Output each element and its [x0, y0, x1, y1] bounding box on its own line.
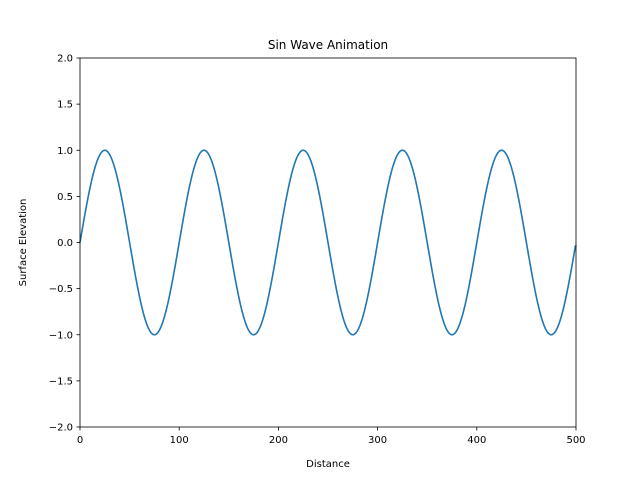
series-line-sine	[79, 149, 577, 336]
chart-title: Sin Wave Animation	[268, 38, 388, 52]
y-tick-label: −2.0	[49, 423, 73, 434]
series-layer	[79, 149, 577, 336]
y-tick-label: −1.0	[49, 330, 73, 341]
x-tick-label: 0	[77, 435, 83, 446]
y-axis-ticks: −2.0 −1.5 −1.0 −0.5 0.0 0.5 1.0 1.5 2.0	[49, 54, 80, 434]
y-tick-label: −0.5	[49, 284, 73, 295]
y-axis-label: Surface Elevation	[18, 199, 29, 287]
x-axis-label: Distance	[306, 459, 350, 470]
y-tick-label: 1.0	[57, 146, 73, 157]
x-tick-label: 300	[368, 435, 387, 446]
y-tick-label: −1.5	[49, 376, 73, 387]
y-tick-label: 0.5	[57, 192, 73, 203]
x-axis-ticks: 0 100 200 300 400 500	[77, 427, 586, 446]
x-tick-label: 500	[566, 435, 585, 446]
x-tick-label: 100	[170, 435, 189, 446]
x-tick-label: 200	[269, 435, 288, 446]
x-tick-label: 400	[467, 435, 486, 446]
y-tick-label: 1.5	[57, 100, 73, 111]
y-tick-label: 2.0	[57, 54, 73, 65]
y-tick-label: 0.0	[57, 238, 73, 249]
